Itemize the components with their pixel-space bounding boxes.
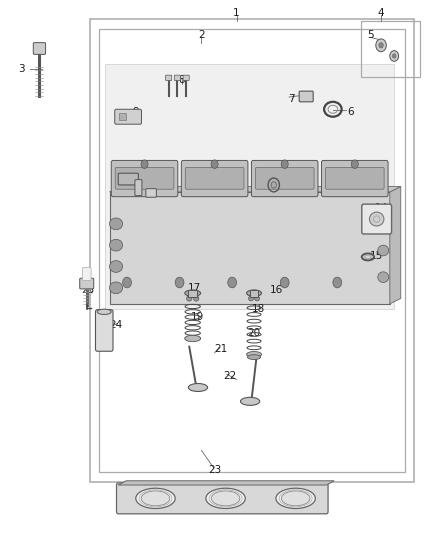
Text: 6: 6: [347, 107, 354, 117]
FancyBboxPatch shape: [174, 75, 180, 80]
FancyBboxPatch shape: [299, 91, 313, 102]
Ellipse shape: [97, 309, 111, 314]
Ellipse shape: [247, 355, 261, 360]
FancyBboxPatch shape: [321, 160, 388, 197]
Circle shape: [351, 160, 358, 168]
Text: 10: 10: [114, 166, 127, 175]
Ellipse shape: [136, 488, 175, 508]
FancyBboxPatch shape: [82, 268, 91, 280]
Ellipse shape: [187, 296, 192, 301]
Ellipse shape: [141, 491, 170, 506]
FancyBboxPatch shape: [33, 43, 46, 54]
FancyBboxPatch shape: [111, 160, 178, 197]
Text: 1: 1: [233, 9, 240, 18]
Circle shape: [392, 54, 396, 58]
Bar: [119, 113, 126, 120]
Ellipse shape: [276, 488, 315, 508]
Ellipse shape: [206, 488, 245, 508]
Circle shape: [280, 277, 289, 288]
Text: 7: 7: [288, 94, 295, 103]
FancyBboxPatch shape: [181, 160, 248, 197]
Polygon shape: [118, 481, 334, 485]
Ellipse shape: [378, 272, 389, 282]
Circle shape: [228, 277, 237, 288]
Bar: [99, 29, 405, 472]
Text: 12: 12: [158, 184, 171, 194]
Text: 3: 3: [18, 64, 25, 74]
Ellipse shape: [281, 491, 310, 506]
FancyBboxPatch shape: [325, 167, 384, 189]
FancyBboxPatch shape: [166, 75, 172, 80]
Ellipse shape: [255, 296, 259, 301]
Text: 21: 21: [215, 344, 228, 354]
Polygon shape: [110, 187, 401, 192]
Text: 23: 23: [208, 465, 221, 475]
FancyBboxPatch shape: [362, 204, 392, 234]
Circle shape: [141, 160, 148, 168]
Circle shape: [376, 39, 386, 52]
Ellipse shape: [249, 296, 253, 301]
Circle shape: [271, 182, 276, 188]
Ellipse shape: [378, 219, 389, 229]
Text: 16: 16: [269, 286, 283, 295]
Bar: [250, 290, 258, 297]
FancyBboxPatch shape: [146, 189, 156, 197]
Circle shape: [379, 43, 383, 48]
Bar: [90, 19, 414, 482]
Ellipse shape: [378, 245, 389, 256]
Bar: [105, 64, 394, 309]
Text: 15: 15: [370, 251, 383, 261]
Text: 18: 18: [252, 304, 265, 314]
Circle shape: [175, 277, 184, 288]
Ellipse shape: [110, 239, 123, 251]
FancyBboxPatch shape: [80, 278, 94, 289]
Ellipse shape: [110, 261, 123, 272]
FancyBboxPatch shape: [118, 173, 138, 185]
Text: 24: 24: [110, 320, 123, 330]
Text: 25: 25: [81, 286, 94, 295]
Text: 20: 20: [247, 328, 261, 338]
Text: 22: 22: [223, 371, 237, 381]
FancyBboxPatch shape: [95, 310, 113, 351]
Bar: [110, 192, 390, 304]
FancyBboxPatch shape: [255, 167, 314, 189]
Polygon shape: [390, 187, 401, 304]
Ellipse shape: [211, 491, 240, 506]
Circle shape: [333, 277, 342, 288]
Circle shape: [123, 277, 131, 288]
Text: 4: 4: [378, 9, 385, 18]
Ellipse shape: [370, 212, 384, 226]
Circle shape: [281, 160, 288, 168]
Text: 2: 2: [198, 30, 205, 39]
Text: 5: 5: [367, 30, 374, 39]
Ellipse shape: [110, 218, 123, 230]
Circle shape: [390, 51, 399, 61]
FancyBboxPatch shape: [115, 167, 174, 189]
Text: 11: 11: [131, 184, 145, 194]
Text: 9: 9: [132, 107, 139, 117]
Text: 13: 13: [285, 182, 298, 191]
Ellipse shape: [188, 384, 208, 391]
FancyBboxPatch shape: [115, 109, 141, 124]
FancyBboxPatch shape: [117, 483, 328, 514]
Text: 14: 14: [374, 203, 388, 213]
FancyBboxPatch shape: [183, 75, 189, 80]
Ellipse shape: [194, 296, 199, 301]
Bar: [361, 21, 420, 77]
Text: 19: 19: [191, 312, 204, 322]
Text: 17: 17: [188, 283, 201, 293]
Circle shape: [211, 160, 218, 168]
FancyBboxPatch shape: [185, 167, 244, 189]
Ellipse shape: [247, 352, 261, 357]
Text: 8: 8: [178, 75, 185, 85]
Ellipse shape: [185, 335, 201, 342]
Ellipse shape: [247, 290, 261, 296]
Ellipse shape: [185, 290, 201, 296]
FancyBboxPatch shape: [251, 160, 318, 197]
Ellipse shape: [110, 282, 123, 294]
Ellipse shape: [240, 398, 260, 405]
FancyBboxPatch shape: [135, 180, 142, 196]
Bar: [188, 290, 197, 297]
